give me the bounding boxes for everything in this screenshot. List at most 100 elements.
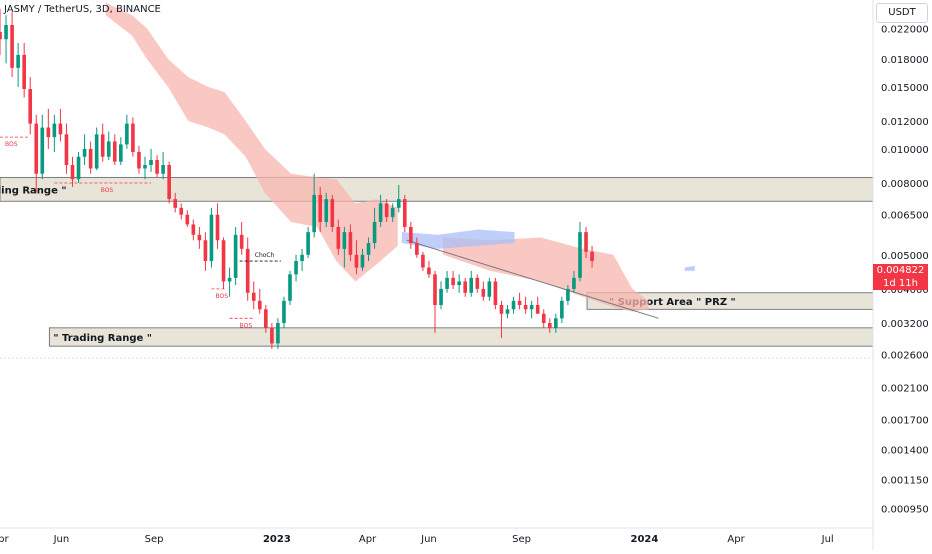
candle-body (523, 305, 528, 310)
candle-body (584, 232, 588, 252)
candle-body (360, 254, 365, 268)
candle-body (94, 134, 99, 169)
price-tick-label: 0.010000 (881, 145, 929, 156)
candle-body (469, 277, 474, 293)
candle-body (264, 309, 268, 328)
zone-rect (48, 327, 874, 347)
bos-label: BOS (240, 322, 253, 329)
candle-body (173, 199, 178, 208)
candle-body (547, 323, 552, 328)
candle-body (112, 141, 117, 162)
candle-body (282, 300, 286, 324)
candle-body (433, 274, 437, 306)
price-tick-label: 0.006500 (881, 211, 929, 222)
candle-body (378, 203, 383, 222)
candle-body (535, 305, 540, 314)
candle-body (106, 141, 111, 157)
ichimoku-cloud-layer (105, 2, 695, 312)
candle-body (560, 300, 564, 319)
zone-label: " Support Area " PRZ " (609, 297, 736, 308)
candle-body (499, 305, 504, 314)
candle-body (493, 281, 498, 306)
candle-body (330, 199, 335, 227)
candle-body (366, 243, 371, 255)
price-tick-label: 0.015000 (881, 83, 929, 94)
candle-body (541, 313, 546, 324)
zone-label: " Trading Range " (53, 333, 152, 344)
candle-body (191, 224, 196, 235)
price-tick-label: 0.003200 (881, 319, 929, 330)
candle-body (22, 54, 26, 90)
candle-body (372, 221, 377, 244)
bos-label: BOS (101, 187, 114, 194)
candle-body (475, 277, 480, 289)
candle-body (457, 281, 461, 286)
candle-body (16, 54, 20, 68)
bos-label: BOS (5, 141, 18, 148)
trendlines-layer (0, 239, 873, 359)
candle-body (239, 234, 244, 249)
price-tick-label: 0.012000 (881, 117, 929, 128)
candle-body (4, 25, 8, 40)
candle-body (402, 199, 407, 227)
cloud-blue-2 (684, 265, 695, 271)
currency-button[interactable]: USDT (876, 3, 928, 23)
candle-body (64, 134, 69, 166)
candle-body (40, 127, 45, 174)
candle-body (88, 148, 93, 169)
candle-body (481, 288, 486, 297)
price-tick-label: 0.001150 (881, 475, 929, 486)
candle-body (131, 123, 135, 152)
candle-body (590, 251, 594, 262)
candles-layer (0, 8, 594, 349)
candle-body (354, 254, 359, 268)
candle-body (167, 165, 171, 200)
candle-body (306, 232, 310, 255)
bos-label: BOS (215, 293, 228, 300)
time-tick-label: 2023 (263, 534, 291, 545)
candle-body (215, 214, 220, 241)
last-price-value: 0.004822 (876, 265, 925, 276)
candle-body (439, 288, 443, 306)
candle-body (294, 261, 298, 275)
candle-body (487, 281, 492, 297)
candle-body (421, 254, 425, 268)
candle-body (384, 203, 389, 218)
choch-label: ChoCh (255, 252, 275, 259)
candle-body (270, 327, 274, 344)
candle-body (52, 123, 57, 138)
candle-body (100, 134, 105, 157)
candle-body (451, 277, 455, 286)
price-tick-label: 0.008000 (881, 179, 929, 190)
price-tick-label: 0.001400 (881, 445, 929, 456)
price-tick-label: 0.002100 (881, 383, 929, 394)
candle-body (119, 144, 123, 162)
candle-body (517, 300, 522, 306)
candle-body (221, 240, 226, 282)
time-tick-label: Jun (53, 534, 70, 545)
candle-body (149, 159, 153, 166)
candle-body (10, 25, 14, 68)
candle-body (209, 214, 214, 262)
candle-body (179, 207, 184, 215)
bar-countdown: 1d 11h (883, 278, 918, 289)
zone-label: ding Range " (0, 185, 67, 196)
zone-rect (0, 176, 874, 202)
price-tick-label: 0.005000 (881, 251, 929, 262)
candle-body (554, 318, 558, 328)
time-tick-label: 2024 (631, 534, 659, 545)
candle-body (76, 156, 81, 180)
symbol-title: JASMY / TetherUS, 3D, BINANCE (4, 4, 161, 15)
price-tick-label: 0.018000 (881, 55, 929, 66)
candle-body (529, 305, 534, 310)
candle-body (28, 89, 33, 124)
candle-body (257, 300, 262, 310)
price-tick-label: 0.004000 (881, 285, 929, 296)
annotations-layer: BOS BOS BOS BOS ChoCh (0, 136, 281, 329)
time-tick-label: Sep (512, 534, 531, 545)
candle-body (409, 226, 413, 244)
candle-body (34, 123, 39, 174)
candle-body (511, 300, 516, 310)
